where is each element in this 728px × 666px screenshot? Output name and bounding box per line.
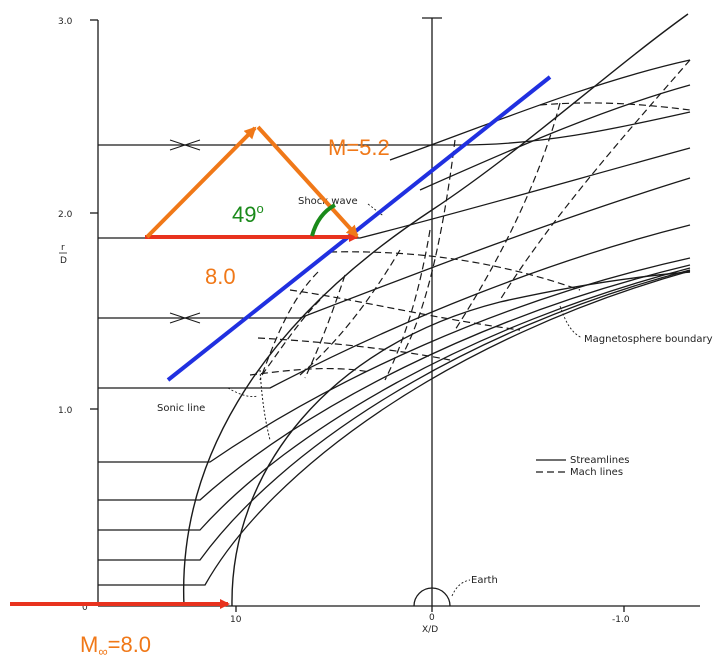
streamlines [98, 59, 691, 586]
legend: Streamlines Mach lines [536, 455, 629, 478]
speed-value-label: 8.0 [205, 264, 236, 289]
shock-markers [169, 139, 201, 324]
mach-line [299, 249, 401, 376]
angle-unit: o [256, 201, 263, 216]
y-axis-label-r: r [61, 243, 65, 253]
legend-streamlines-label: Streamlines [570, 455, 629, 466]
mach-line [304, 274, 346, 379]
streamline [98, 267, 691, 531]
streamline [98, 257, 691, 463]
earth-label: Earth [471, 575, 498, 586]
mach-line [329, 251, 581, 291]
sonic-line [259, 369, 271, 441]
freestream-value: =8.0 [108, 632, 151, 657]
y-axis-label-d: D [60, 256, 67, 266]
mach-line [257, 337, 451, 361]
freestream-m: M [80, 632, 98, 657]
freestream-mach-label: M∞=8.0 [80, 632, 151, 659]
x-tick-label-10: 10 [230, 615, 242, 625]
y-tick-label-2: 2.0 [58, 210, 73, 220]
x-axis-label: X/D [422, 625, 438, 635]
x-tick-label-neg10: -1.0 [612, 615, 630, 625]
magnetosphere-boundary-label: Magnetosphere boundary [584, 334, 713, 345]
angle-value: 49 [232, 202, 256, 227]
streamline [98, 111, 691, 146]
mach-number-label: M=5.2 [328, 135, 390, 160]
orange-velocity-triangle [145, 125, 359, 239]
orange-triangle-left-leg [145, 126, 257, 239]
green-angle-arc [310, 203, 336, 237]
streamline [98, 270, 691, 586]
mach-lines [249, 59, 691, 381]
shock-marker [169, 312, 201, 324]
streamline [389, 59, 691, 161]
streamline [98, 147, 691, 239]
sonic-line-leader [227, 387, 259, 398]
magnetosphere-boundary-curve [231, 271, 691, 607]
axes [90, 17, 700, 612]
orange-triangle-right-leg [256, 125, 359, 238]
mach-line [539, 102, 691, 111]
earth-semicircle [413, 587, 451, 607]
blue-shock-tangent [166, 75, 552, 382]
streamline [98, 269, 691, 561]
y-tick-label-3: 3.0 [58, 17, 73, 27]
earth-leader [451, 579, 471, 597]
y-tick-label-1: 1.0 [58, 406, 73, 416]
mach-line [454, 102, 561, 331]
mach-line [259, 271, 319, 381]
streamline [419, 84, 691, 191]
legend-mach-lines-label: Mach lines [570, 467, 623, 478]
mach-line [261, 299, 321, 376]
mach-line [289, 289, 521, 331]
shock-wave-curve [182, 13, 689, 607]
mach-line [499, 59, 691, 301]
freestream-sub: ∞ [98, 644, 107, 659]
streamline [98, 264, 691, 501]
x-tick-label-0: 0 [429, 613, 435, 623]
angle-value-label: 49o [232, 201, 264, 227]
magnetosphere-leader [559, 305, 583, 339]
y-tick-label-0: 0 [82, 603, 88, 613]
shock-marker [169, 139, 201, 151]
streamline [98, 177, 691, 319]
sonic-line-label: Sonic line [157, 403, 205, 414]
